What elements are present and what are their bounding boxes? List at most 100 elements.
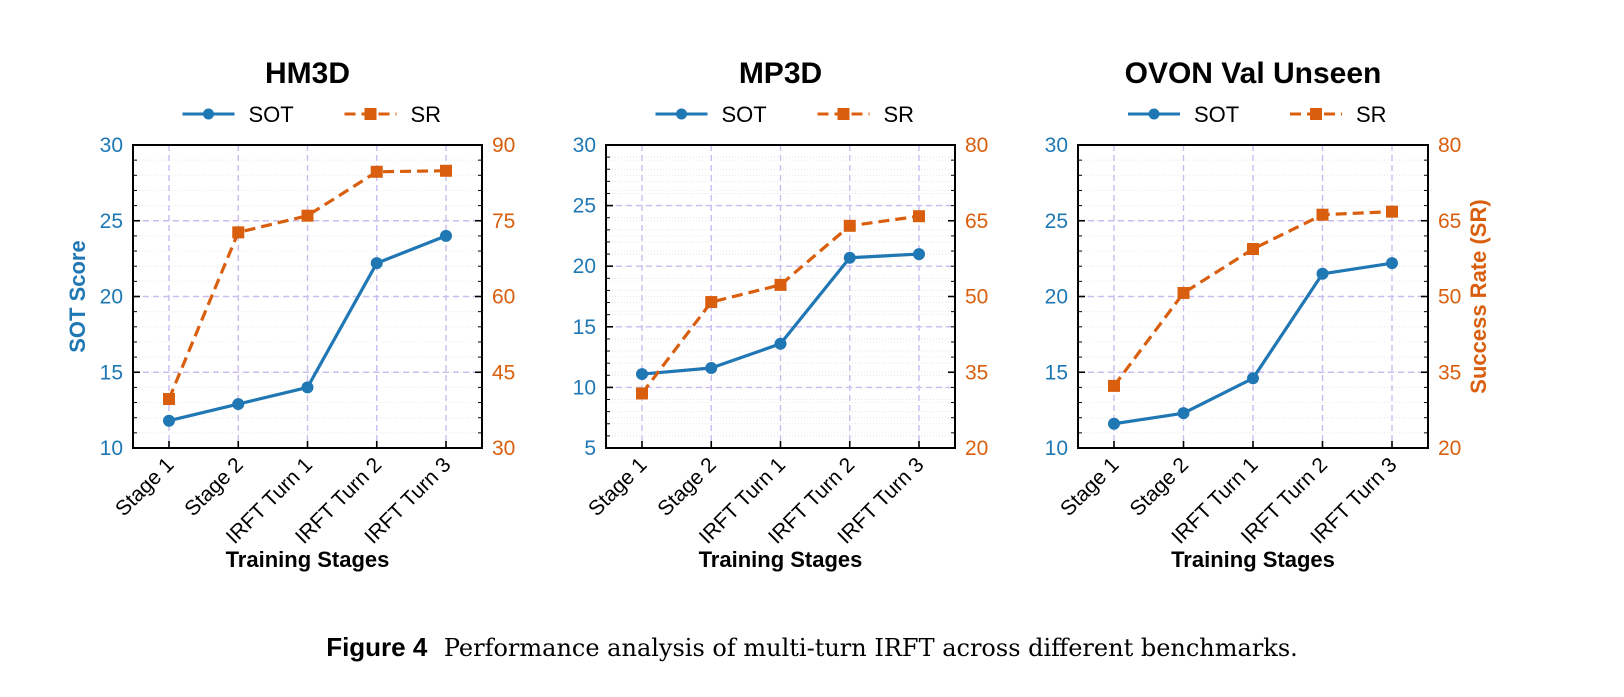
data-point-sr — [636, 387, 648, 400]
right-tick-label: 65 — [1438, 210, 1461, 233]
left-tick-label: 20 — [573, 255, 596, 278]
right-tick-label: 60 — [492, 286, 515, 309]
x-tick-label: Stage 1 — [111, 453, 178, 520]
left-tick-label: 20 — [1045, 286, 1068, 309]
legend-sr-marker-icon — [1310, 108, 1322, 120]
data-point-sot — [232, 398, 245, 411]
x-axis-label: Training Stages — [226, 547, 390, 572]
right-tick-label: 30 — [492, 437, 515, 460]
data-point-sot — [843, 251, 856, 264]
right-tick-label: 35 — [965, 361, 988, 384]
legend-sot-marker-icon — [203, 108, 214, 120]
data-point-sot — [1386, 257, 1398, 270]
data-point-sot — [705, 362, 718, 375]
legend-sot-label: SOT — [722, 102, 767, 127]
left-tick-label: 30 — [1045, 134, 1068, 157]
y-axis-label-left: SOT Score — [65, 240, 90, 352]
x-axis-label: Training Stages — [1171, 547, 1335, 572]
legend-sot-marker-icon — [1148, 108, 1160, 120]
x-axis-label: Training Stages — [699, 547, 863, 572]
data-point-sot — [636, 368, 648, 381]
left-tick-label: 10 — [1045, 437, 1068, 460]
left-tick-label: 15 — [1045, 361, 1068, 384]
right-tick-label: 90 — [492, 134, 515, 157]
left-tick-label: 20 — [100, 286, 123, 309]
data-point-sot — [774, 337, 787, 350]
legend: SOT SR — [1128, 102, 1387, 127]
left-tick-label: 15 — [573, 316, 596, 339]
data-point-sot — [1108, 417, 1120, 430]
legend-sr-marker-icon — [364, 108, 377, 120]
legend-sr-label: SR — [1356, 102, 1387, 127]
data-point-sot — [440, 229, 452, 242]
legend: SOT SR — [655, 102, 915, 127]
data-point-sr — [705, 296, 718, 309]
data-point-sr — [163, 393, 175, 406]
left-tick-label: 15 — [100, 361, 123, 384]
x-tick-label: Stage 2 — [1126, 453, 1193, 520]
data-point-sr — [843, 219, 856, 232]
right-tick-label: 65 — [965, 210, 988, 233]
data-point-sr — [440, 164, 452, 177]
panel-title: MP3D — [739, 57, 822, 90]
data-point-sr — [301, 209, 314, 222]
legend-sot-label: SOT — [1194, 102, 1239, 127]
data-point-sot — [1247, 372, 1259, 385]
data-point-sr — [232, 226, 245, 239]
left-tick-label: 5 — [584, 437, 596, 460]
series-line-sr — [1112, 210, 1393, 387]
legend-sr-label: SR — [884, 102, 915, 127]
caption-text: Performance analysis of multi-turn IRFT … — [443, 634, 1298, 662]
data-point-sr — [1386, 205, 1398, 218]
right-tick-label: 75 — [492, 210, 515, 233]
data-point-sot — [301, 381, 314, 394]
series-line-sr — [640, 214, 920, 395]
data-point-sr — [913, 210, 925, 223]
right-tick-label: 20 — [965, 437, 988, 460]
x-tick-label: Stage 1 — [584, 453, 651, 520]
right-tick-label: 20 — [1438, 437, 1461, 460]
right-tick-label: 45 — [492, 361, 515, 384]
legend-sot-label: SOT — [249, 102, 294, 127]
y-axis-label-right: Success Rate (SR) — [1466, 199, 1491, 393]
panel-title: OVON Val Unseen — [1125, 57, 1382, 90]
x-tick-label: Stage 1 — [1056, 453, 1123, 520]
left-tick-label: 25 — [573, 195, 596, 218]
data-point-sot — [163, 414, 175, 427]
legend: SOT SR — [182, 102, 442, 127]
data-point-sr — [1316, 208, 1329, 221]
panel-title: HM3D — [265, 57, 350, 90]
data-point-sot — [370, 257, 383, 270]
data-point-sot — [913, 248, 925, 261]
data-point-sr — [1247, 243, 1259, 256]
data-point-sr — [370, 165, 383, 178]
series-line-sr — [167, 169, 447, 400]
left-tick-label: 10 — [573, 376, 596, 399]
legend-sot-marker-icon — [676, 108, 687, 120]
left-tick-label: 25 — [1045, 210, 1068, 233]
data-point-sr — [774, 278, 787, 291]
right-tick-label: 35 — [1438, 361, 1461, 384]
figure-caption: Figure 4 Performance analysis of multi-t… — [0, 632, 1624, 663]
right-tick-label: 50 — [1438, 286, 1461, 309]
x-tick-label: Stage 2 — [653, 453, 720, 520]
x-tick-label: Stage 2 — [180, 453, 247, 520]
data-point-sr — [1177, 286, 1190, 299]
left-tick-label: 30 — [100, 134, 123, 157]
legend-sr-marker-icon — [837, 108, 850, 120]
data-point-sot — [1316, 267, 1329, 280]
right-tick-label: 80 — [965, 134, 988, 157]
legend-sr-label: SR — [411, 102, 442, 127]
left-tick-label: 30 — [573, 134, 596, 157]
caption-label: Figure 4 — [326, 632, 428, 662]
data-point-sot — [1177, 407, 1190, 420]
left-tick-label: 25 — [100, 210, 123, 233]
right-tick-label: 50 — [965, 286, 988, 309]
right-tick-label: 80 — [1438, 134, 1461, 157]
data-point-sr — [1108, 379, 1120, 392]
left-tick-label: 10 — [100, 437, 123, 460]
